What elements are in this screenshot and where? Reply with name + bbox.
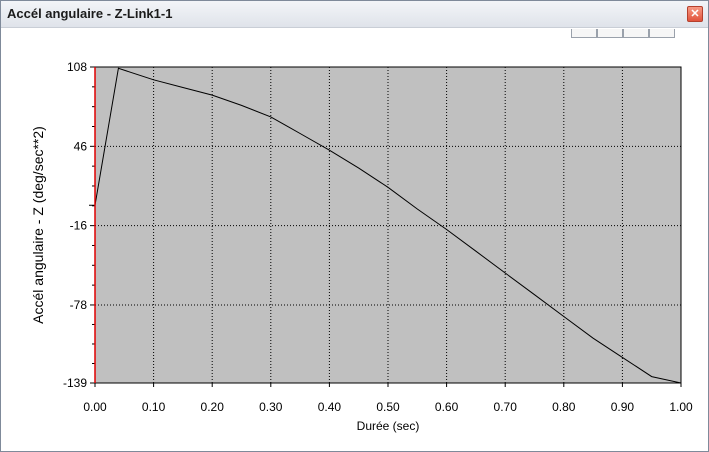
plot-area (94, 66, 682, 384)
x-tick-label-3: 0.30 (259, 400, 283, 414)
x-tick-labels: 0.00 0.10 0.20 0.30 0.40 0.50 0.60 0.70 0.80 0.90… (83, 383, 693, 414)
x-tick-label-8: 0.80 (552, 400, 576, 414)
y-tick-label-1: 46 (74, 139, 88, 153)
x-tick-label-5: 0.50 (376, 400, 400, 414)
window-title: Accél angulaire - Z-Link1-1 (7, 6, 173, 21)
x-tick-label-6: 0.60 (435, 400, 459, 414)
series-line (89, 67, 682, 384)
x-tick-label-0: 0.00 (83, 400, 107, 414)
y-tick-label-3: -78 (70, 298, 88, 312)
toolbar-tab-3[interactable] (623, 29, 649, 38)
toolbar-tab-4[interactable] (649, 29, 675, 38)
toolbar-tab-1[interactable] (571, 29, 597, 38)
mini-toolbar (571, 29, 675, 39)
x-tick-label-9: 0.90 (611, 400, 635, 414)
x-tick-label-4: 0.40 (318, 400, 342, 414)
x-tick-label-2: 0.20 (201, 400, 225, 414)
y-tick-labels: 108 46 -16 -78 -139 (63, 60, 95, 390)
x-axis-label: Durée (sec) (357, 419, 420, 433)
title-bar[interactable]: Accél angulaire - Z-Link1-1 ✕ (1, 1, 708, 28)
x-tick-label-10: 1.00 (669, 400, 693, 414)
y-tick-label-0: 108 (67, 60, 87, 74)
y-tick-label-4: -139 (63, 376, 87, 390)
x-tick-label-1: 0.10 (142, 400, 166, 414)
y-axis-label: Accél angulaire - Z (deg/sec**2) (30, 126, 46, 324)
y-tick-label-2: -16 (70, 219, 88, 233)
x-tick-label-7: 0.70 (494, 400, 518, 414)
toolbar-tab-2[interactable] (597, 29, 623, 38)
close-icon[interactable]: ✕ (687, 6, 703, 22)
